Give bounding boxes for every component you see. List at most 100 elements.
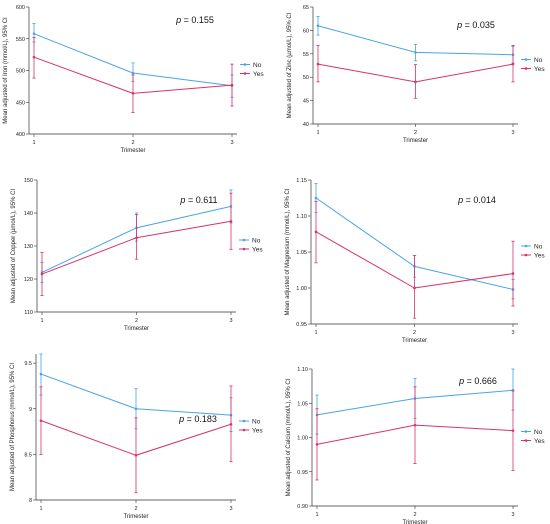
legend-marker <box>242 428 246 432</box>
data-point <box>40 272 44 276</box>
x-axis-title: Trimester <box>403 138 428 144</box>
data-point <box>414 51 417 54</box>
p-value-annotation: p = 0.155 <box>175 15 214 25</box>
series-yes <box>315 386 515 481</box>
data-point <box>314 196 318 200</box>
x-tick-label: 3 <box>230 140 233 146</box>
data-point <box>413 423 417 427</box>
data-point <box>511 429 515 432</box>
y-tick-label: 50 <box>303 75 309 81</box>
y-tick-label: 0.95 <box>297 470 308 476</box>
y-tick-label: 1.05 <box>296 250 307 256</box>
y-tick-label: 400 <box>16 132 25 138</box>
y-tick-label: 9 <box>29 407 32 413</box>
series-yes <box>40 192 233 296</box>
y-tick-label: 1.00 <box>297 436 308 442</box>
data-point <box>131 92 135 95</box>
legend-marker <box>524 430 528 433</box>
legend-label-no: No <box>534 243 543 250</box>
y-tick-label: 8 <box>29 498 32 504</box>
data-point <box>316 24 320 28</box>
y-tick-label: 110 <box>24 310 33 316</box>
x-axis-title: Trimester <box>123 514 148 520</box>
legend-marker <box>243 63 247 66</box>
y-axis-title: Mean adjusted of Calcium (mmol/L), 95% C… <box>286 378 292 496</box>
y-tick-label: 140 <box>24 211 33 217</box>
x-tick-label: 1 <box>315 512 318 518</box>
p-value-annotation: p = 0.014 <box>457 195 496 205</box>
y-tick-label: 0.90 <box>297 504 308 510</box>
data-point <box>131 71 135 75</box>
x-tick-label: 2 <box>413 330 416 336</box>
x-tick-label: 2 <box>134 506 137 512</box>
y-axis-title: Mean adjusted of Phosphorus (mmol/L), 95… <box>10 363 16 491</box>
data-point <box>414 80 417 84</box>
data-point <box>511 272 515 275</box>
x-tick-label: 3 <box>511 512 514 518</box>
y-tick-label: 120 <box>24 277 33 283</box>
x-tick-label: 3 <box>511 330 514 336</box>
legend-label-yes: Yes <box>534 252 545 259</box>
data-point <box>134 407 138 411</box>
x-tick-label: 1 <box>40 318 43 324</box>
x-tick-label: 3 <box>511 130 514 136</box>
data-point <box>511 62 515 66</box>
chart-panel-5: 8 8.5 9 9.5 1 2 3 Trimester Mean adjusted of Pho… <box>10 353 263 520</box>
legend-marker <box>242 238 246 242</box>
legend-label-yes: Yes <box>534 438 545 445</box>
legend-label-yes: Yes <box>252 427 263 434</box>
y-tick-label: 500 <box>16 69 25 75</box>
y-tick-label: 130 <box>24 244 33 250</box>
series-yes <box>316 44 515 99</box>
x-tick-label: 2 <box>135 318 138 324</box>
chart-panel-2: 40 45 50 55 60 65 1 2 3 Trimester Mean adjusted of… <box>287 5 545 144</box>
data-point <box>229 219 233 223</box>
y-tick-label: 55 <box>303 52 309 58</box>
legend-label-no: No <box>252 237 261 244</box>
legend-label-yes: Yes <box>252 246 263 253</box>
series-yes <box>39 385 233 494</box>
p-value-annotation: p = 0.611 <box>179 195 217 205</box>
y-tick-label: 450 <box>16 100 25 106</box>
y-tick-label: 45 <box>303 99 309 105</box>
legend-label-no: No <box>252 418 261 425</box>
legend-marker <box>524 253 528 257</box>
legend-marker <box>524 244 528 248</box>
legend-marker <box>524 58 528 61</box>
data-point <box>135 236 138 240</box>
y-tick-label: 8.5 <box>24 452 32 458</box>
y-axis-title: Mean adjusted of Iron (mmol/L), 95% CI <box>3 17 9 124</box>
y-axis-title: Mean adjusted of Zinc (µmol/L), 95% CI <box>287 12 293 118</box>
legend-marker <box>242 419 246 423</box>
series-yes <box>314 201 515 319</box>
x-axis-title: Trimester <box>402 520 427 524</box>
x-axis-title: Trimester <box>124 326 149 332</box>
y-tick-label: 40 <box>303 122 309 128</box>
data-point <box>230 83 234 87</box>
y-tick-label: 60 <box>303 28 309 34</box>
data-point <box>134 453 138 457</box>
y-tick-label: 1.10 <box>297 367 308 373</box>
y-tick-label: 150 <box>24 178 33 184</box>
data-point <box>32 32 36 35</box>
chart-panel-1: 400 450 500 550 600 1 2 3 Trimester Mean adjusted… <box>3 5 264 154</box>
data-point <box>316 62 320 66</box>
legend-label-no: No <box>253 62 262 69</box>
legend-marker <box>243 72 247 75</box>
y-axis-title: Mean adjusted of Copper (µmol/L), 95% CI <box>11 189 17 304</box>
y-tick-label: 0.95 <box>296 322 307 328</box>
y-tick-label: 1.00 <box>296 286 307 292</box>
x-tick-label: 1 <box>32 140 35 146</box>
legend-label-no: No <box>534 429 543 436</box>
p-value-annotation: p = 0.183 <box>178 414 217 424</box>
chart-panel-3: 110 120 130 140 150 1 2 3 Trimester Mean adjusted… <box>11 178 263 332</box>
data-point <box>413 286 416 290</box>
series-yes <box>32 37 234 113</box>
y-tick-label: 65 <box>303 5 309 11</box>
y-tick-label: 1.15 <box>296 178 307 184</box>
legend-label-no: No <box>534 57 543 64</box>
data-point <box>32 55 36 59</box>
x-tick-label: 2 <box>414 130 417 136</box>
x-tick-label: 2 <box>413 512 416 518</box>
